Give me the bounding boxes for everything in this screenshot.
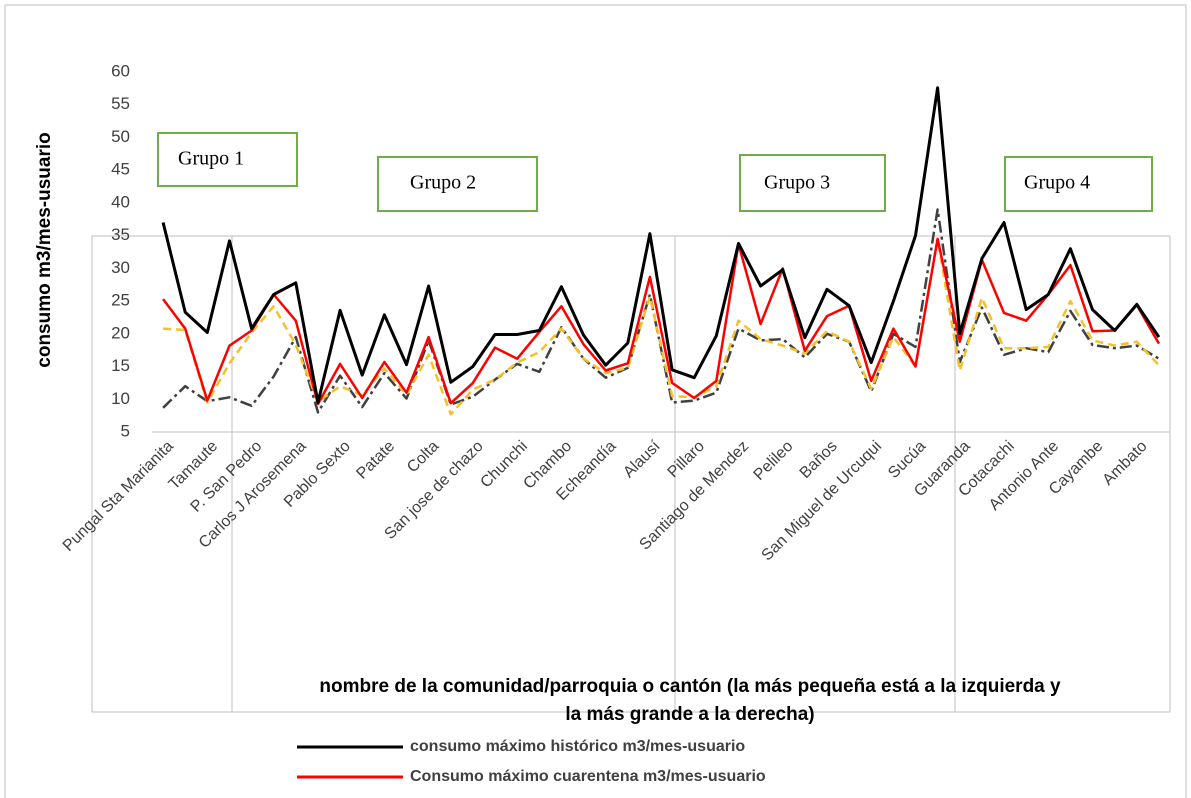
y-tick-label: 55 [111, 94, 130, 113]
x-axis-title: la más grande a la derecha) [565, 704, 814, 725]
y-tick-label: 45 [111, 160, 130, 179]
group-label: Grupo 1 [178, 148, 244, 170]
group-region [954, 235, 1171, 713]
y-tick-label: 35 [111, 225, 130, 244]
group-label: Grupo 3 [764, 172, 830, 194]
legend-label: consumo máximo histórico m3/mes-usuario [410, 738, 745, 755]
x-tick-label: Patate [353, 438, 398, 483]
y-tick-label: 40 [111, 192, 130, 211]
y-tick-label: 50 [111, 127, 130, 146]
series-line [162, 237, 1160, 406]
group-label: Grupo 4 [1024, 172, 1090, 194]
x-tick-label: Ambato [1100, 438, 1151, 489]
x-tick-label: Colta [404, 438, 443, 477]
legend-label: Consumo máximo cuarentena m3/mes-usuario [410, 768, 766, 785]
series-line [163, 237, 1160, 416]
group-box [739, 154, 886, 212]
y-tick-label: 5 [121, 421, 130, 440]
x-tick-label: Pelileo [751, 438, 797, 484]
group-box [157, 132, 298, 187]
group-label: Grupo 2 [410, 172, 476, 194]
y-axis-title: consumo m3/mes-usuario [34, 132, 55, 367]
group-box [377, 156, 538, 212]
x-tick-label: Alausí [620, 437, 664, 481]
y-tick-label: 10 [111, 389, 130, 408]
group-box [1004, 156, 1153, 212]
y-tick-label: 30 [111, 258, 130, 277]
y-tick-label: 60 [111, 61, 130, 80]
series-line [161, 86, 1161, 404]
x-tick-label: Pillaro [665, 438, 709, 482]
y-tick-label: 25 [111, 291, 130, 310]
y-tick-label: 15 [111, 356, 130, 375]
y-tick-label: 20 [111, 323, 130, 342]
series-line [162, 208, 1160, 414]
frame [4, 4, 1187, 798]
x-axis-title: nombre de la comunidad/parroquia o cantó… [319, 676, 1061, 697]
x-tick-label: Pungal Sta Marianita [60, 438, 177, 555]
